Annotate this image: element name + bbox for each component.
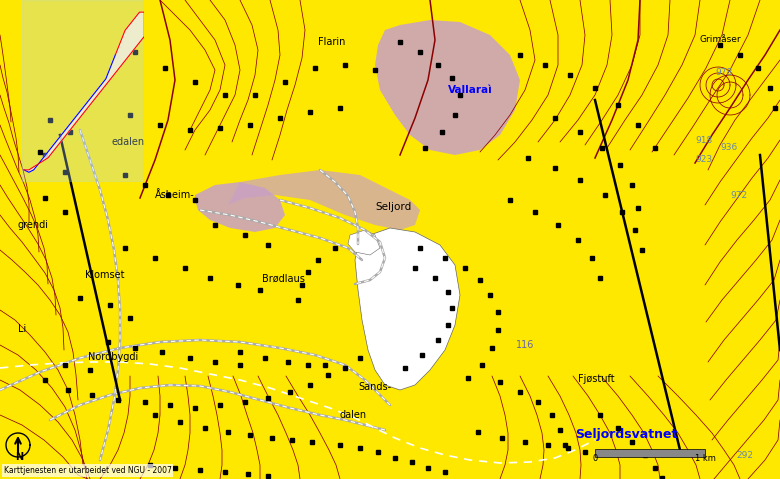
Polygon shape (22, 0, 144, 182)
Text: dalen: dalen (340, 410, 367, 420)
Text: edalen: edalen (112, 137, 145, 147)
Text: Flarin: Flarin (318, 37, 346, 47)
Text: Li: Li (18, 324, 27, 334)
Text: Åsheim-: Åsheim- (155, 190, 195, 200)
Text: 936: 936 (720, 143, 737, 152)
Text: 978: 978 (715, 68, 732, 77)
Text: 1 km: 1 km (694, 454, 715, 463)
Polygon shape (24, 12, 144, 172)
Bar (595, 449, 705, 457)
Text: Seljordsvatnet: Seljordsvatnet (575, 428, 677, 441)
Text: Seljord: Seljord (375, 202, 411, 212)
Text: Grimåser: Grimåser (700, 35, 742, 44)
Polygon shape (228, 170, 420, 230)
Text: N: N (15, 452, 23, 462)
Text: grendi: grendi (18, 220, 49, 230)
Text: Vallaraì: Vallaraì (448, 85, 493, 95)
Text: Sands-: Sands- (358, 382, 391, 392)
Polygon shape (355, 228, 460, 390)
Text: 292: 292 (736, 451, 753, 460)
Text: Karttjenesten er utarbeidet ved NGU - 2007: Karttjenesten er utarbeidet ved NGU - 20… (4, 466, 172, 475)
Text: 116: 116 (516, 340, 534, 350)
Polygon shape (375, 20, 520, 155)
Text: 918: 918 (695, 136, 712, 145)
Polygon shape (195, 182, 285, 232)
Text: Fjøstuft: Fjøstuft (578, 374, 615, 384)
Text: Brødlaus: Brødlaus (262, 274, 305, 284)
Polygon shape (348, 230, 380, 255)
Text: 923: 923 (695, 155, 712, 164)
Text: 972: 972 (730, 191, 747, 200)
Text: Klomset: Klomset (85, 270, 125, 280)
Text: 0: 0 (592, 454, 597, 463)
Text: Nordbygdi: Nordbygdi (88, 352, 138, 362)
